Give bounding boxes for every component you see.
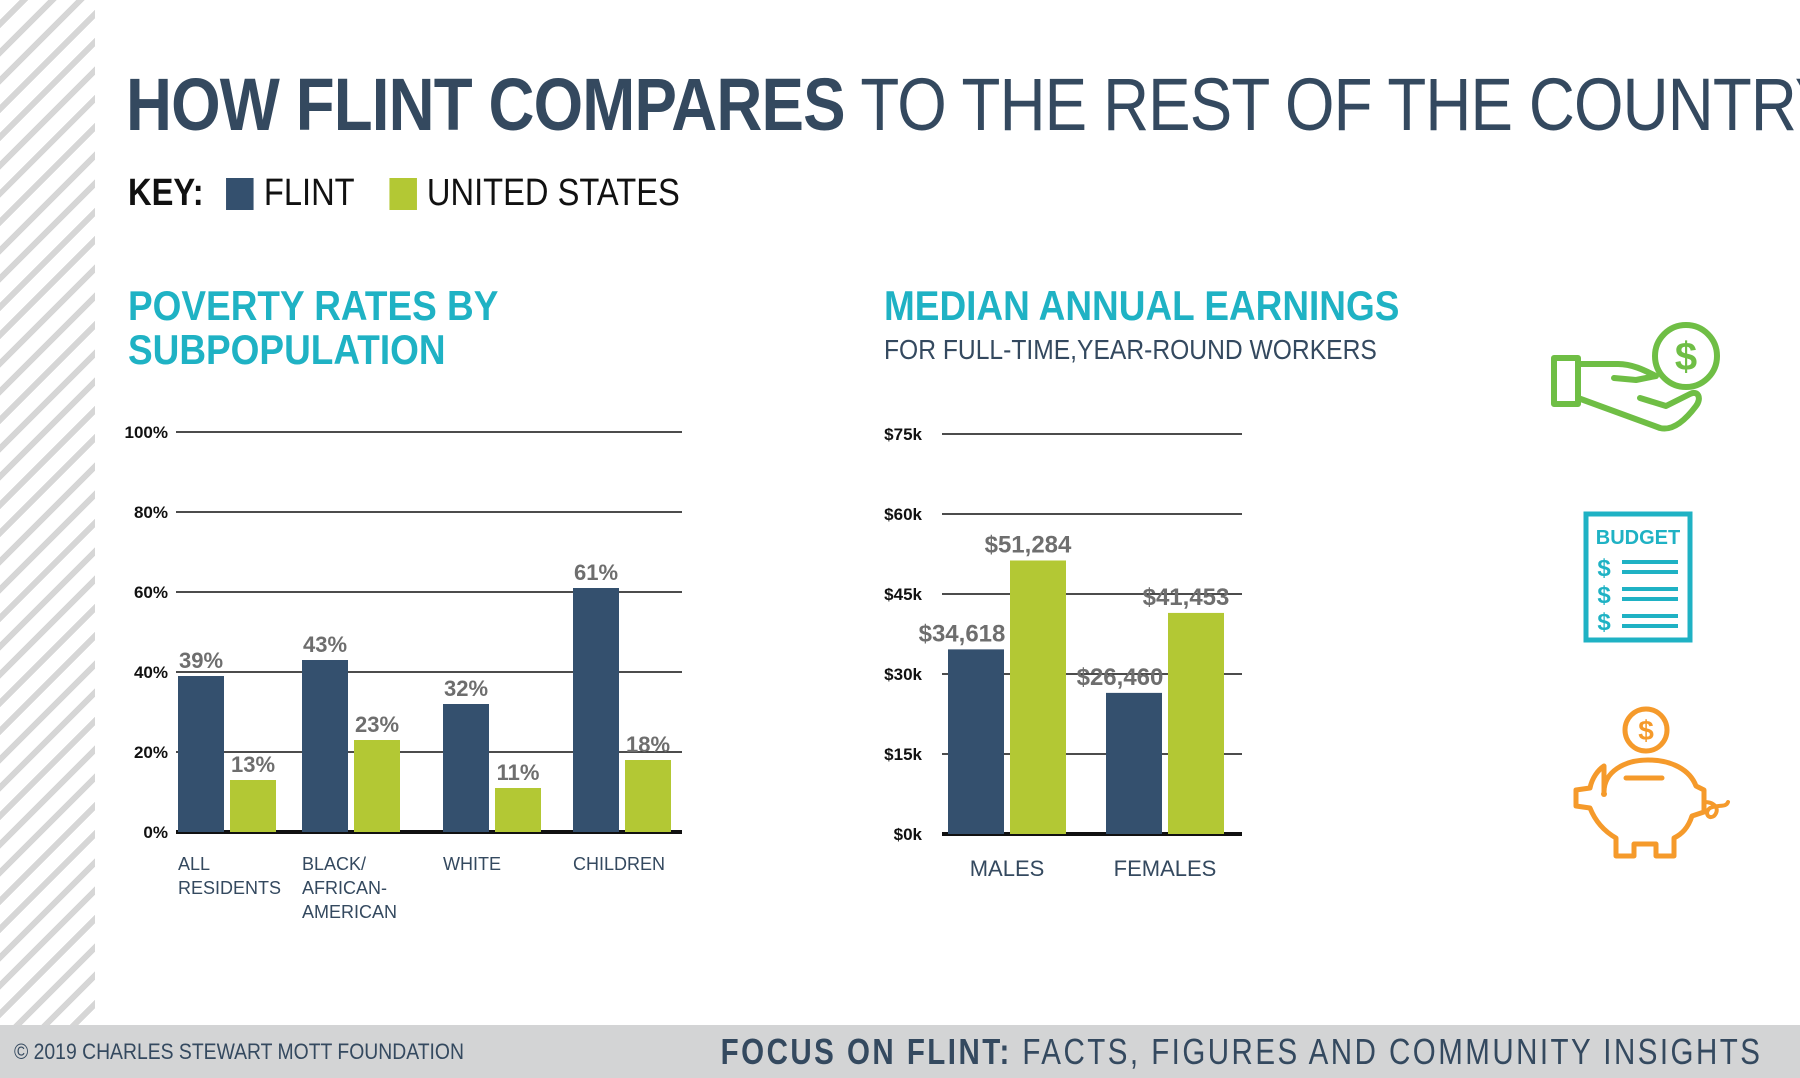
bar-flint [948,649,1004,834]
category-label: BLACK/ [302,854,366,874]
category-label: MALES [970,856,1045,881]
data-label: $41,453 [1143,584,1230,611]
y-tick-label: 20% [134,743,168,762]
category-label: ALL [178,854,210,874]
y-tick-label: 0% [143,823,168,842]
bar-united-states [230,780,276,832]
bar-flint [1106,692,1162,834]
budget-sheet-icon: BUDGET $ $ $ [1583,511,1693,643]
y-tick-label: $75k [884,425,922,444]
category-label: AFRICAN- [302,878,387,898]
earnings-chart: $0k $15k $30k $45k $60k $75k $34,618 $51,284 MAL… [884,425,1242,881]
page-title: HOW FLINT COMPARES TO THE REST OF THE CO… [126,62,1800,147]
piggy-bank-icon: $ [1573,706,1730,859]
category-label: WHITE [443,854,501,874]
data-label: 32% [444,676,488,701]
budget-dollar-3: $ [1597,609,1611,636]
legend-swatch-flint [226,177,254,210]
budget-dollar-1: $ [1597,555,1611,582]
legend-label-united-states: UNITED STATES [426,172,680,214]
data-label: $34,618 [919,620,1006,647]
bar-united-states [1010,560,1066,834]
bar-flint [443,704,489,832]
category-label: RESIDENTS [178,878,281,898]
legend-swatch-united-states [389,177,417,210]
bar-flint [178,676,224,832]
data-label: $26,460 [1077,664,1164,691]
footer-bar: © 2019 CHARLES STEWART MOTT FOUNDATION F… [0,1025,1800,1078]
bar-united-states [625,760,671,832]
data-label: 11% [497,760,540,785]
bar-united-states [1168,612,1224,834]
data-label: 13% [231,752,275,777]
earnings-chart-title: MEDIAN ANNUAL EARNINGS [884,282,1400,329]
poverty-title-line1: POVERTY RATES BY [128,282,499,329]
footer-brand-rest: FACTS, FIGURES AND COMMUNITY INSIGHTS [1022,1031,1762,1072]
hand-coin-dollar-sign: $ [1675,335,1697,379]
data-label: 43% [303,632,347,657]
bar-united-states [495,788,541,832]
page-title-bold: HOW FLINT COMPARES [126,63,846,146]
footer-brand: FOCUS ON FLINT: FACTS, FIGURES AND COMMU… [720,1031,1762,1073]
poverty-chart-title: POVERTY RATES BY SUBPOPULATION [128,284,498,372]
category-label: CHILDREN [573,854,665,874]
page-title-rest: TO THE REST OF THE COUNTRY [860,63,1800,146]
y-tick-label: 80% [134,503,168,522]
data-label: 39% [179,648,223,673]
y-tick-label: $45k [884,585,922,604]
y-tick-label: 40% [134,663,168,682]
data-label: 23% [355,712,399,737]
category-label: FEMALES [1114,856,1217,881]
data-label: 61% [574,560,618,585]
decorative-stripes [0,0,95,1025]
y-tick-label: $15k [884,745,922,764]
data-label: $51,284 [985,531,1072,558]
poverty-chart: 0% 20% 40% 60% 80% 100% 39% 13% ALL RESIDENTS 43% 2… [125,423,682,922]
budget-dollar-2: $ [1597,582,1611,609]
y-tick-label: $30k [884,665,922,684]
y-tick-label: $0k [894,825,923,844]
legend: KEY: FLINT UNITED STATES [128,172,714,215]
y-tick-label: 100% [125,423,168,442]
piggy-coin-dollar-sign: $ [1638,715,1654,746]
legend-key-label: KEY: [128,172,204,214]
hand-dollar-icon: $ [1551,322,1720,432]
footer-brand-bold: FOCUS ON FLINT: [720,1031,1012,1072]
earnings-chart-subtitle: FOR FULL-TIME,YEAR-ROUND WORKERS [884,334,1377,365]
category-label: AMERICAN [302,902,397,922]
bar-flint [573,588,619,832]
footer-copyright: © 2019 CHARLES STEWART MOTT FOUNDATION [14,1039,464,1064]
y-tick-label: $60k [884,505,922,524]
bar-united-states [354,740,400,832]
poverty-title-line2: SUBPOPULATION [128,326,446,373]
y-tick-label: 60% [134,583,168,602]
legend-label-flint: FLINT [263,172,355,214]
budget-icon-label: BUDGET [1596,527,1680,549]
bar-flint [302,660,348,832]
data-label: 18% [626,732,670,757]
